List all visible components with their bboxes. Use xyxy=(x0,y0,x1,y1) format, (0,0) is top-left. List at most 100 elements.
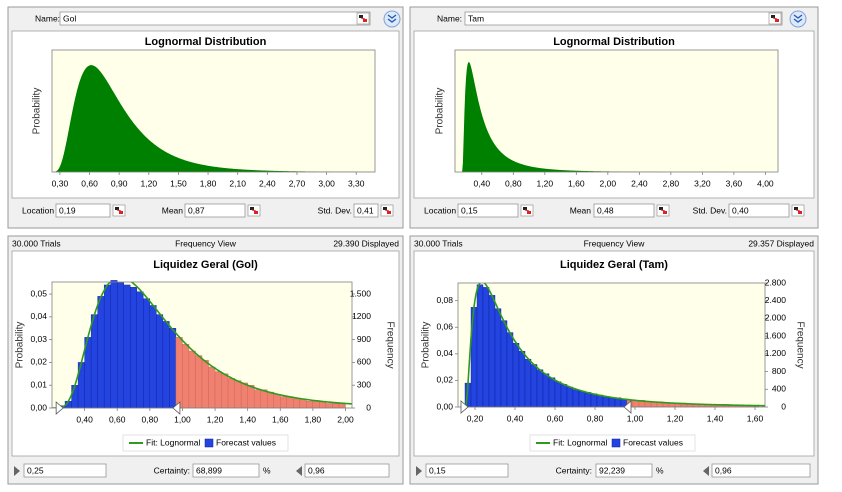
link-icon-part xyxy=(524,209,530,212)
histogram-bar xyxy=(201,359,209,409)
link-icon-part xyxy=(775,19,779,22)
lower-grabber[interactable] xyxy=(55,401,64,415)
slider-arrow[interactable] xyxy=(416,466,422,476)
param-label: Location xyxy=(22,205,54,215)
y-tick-label: 0,04 xyxy=(436,348,453,358)
link-icon-part xyxy=(116,209,122,212)
param-input-box[interactable] xyxy=(184,203,246,218)
histogram-bar xyxy=(162,321,170,409)
histogram-bar xyxy=(253,389,261,409)
name-label: Name: xyxy=(437,13,462,23)
y-axis-label: Probability xyxy=(435,88,446,135)
chart-title: Lognormal Distribution xyxy=(145,36,267,48)
param-input: 0,41 xyxy=(357,205,374,215)
x-tick-label: 1,60 xyxy=(568,178,585,188)
x-tick-label: 1,20 xyxy=(141,178,158,188)
density-area xyxy=(462,62,778,172)
lower-grabber[interactable] xyxy=(460,400,469,414)
param-input-box[interactable] xyxy=(728,203,790,218)
link-icon-part xyxy=(359,15,363,18)
param-input: 0,87 xyxy=(188,205,205,215)
histogram-bar xyxy=(554,381,562,408)
y2-tick-label: 2.800 xyxy=(765,277,787,287)
density-area xyxy=(52,65,375,172)
slider-arrow[interactable] xyxy=(296,466,302,476)
view-name: Frequency View xyxy=(175,238,237,248)
displayed: 29.390 Displayed xyxy=(333,238,399,248)
view-name: Frequency View xyxy=(584,238,646,248)
histogram-bar xyxy=(90,314,98,409)
histogram-bar xyxy=(286,396,294,409)
name-input-box[interactable] xyxy=(464,11,783,26)
x-tick-label: 3,00 xyxy=(318,178,335,188)
y2-tick-label: 0 xyxy=(366,402,371,412)
x-tick-label: 0,60 xyxy=(81,178,98,188)
histogram-bar xyxy=(524,358,532,408)
upper-input: 0,96 xyxy=(308,465,325,475)
link-icon-part xyxy=(798,211,802,214)
x-tick-label: 1,20 xyxy=(667,413,684,423)
certainty-input-box[interactable] xyxy=(192,463,260,478)
legend-label: Forecast values xyxy=(623,437,683,447)
histogram-bar xyxy=(149,305,157,409)
param-input-box[interactable] xyxy=(593,203,655,218)
y-tick-label: 0,06 xyxy=(436,322,453,332)
histogram-bar xyxy=(306,400,314,409)
y-tick-label: 0,02 xyxy=(30,357,47,367)
legend-label: Fit: Lognormal xyxy=(553,437,607,447)
y-tick-label: 0,03 xyxy=(30,334,47,344)
lower-input-box[interactable] xyxy=(23,463,107,478)
upper-grabber[interactable] xyxy=(172,401,181,415)
x-tick-label: 0,40 xyxy=(76,414,93,424)
chart-title: Liquidez Geral (Tam) xyxy=(560,259,668,271)
link-icon-part xyxy=(523,207,527,210)
x-tick-label: 1,80 xyxy=(200,178,217,188)
plot-frame xyxy=(457,282,766,408)
expand-chevron xyxy=(793,14,803,23)
upper-grabber[interactable] xyxy=(623,400,632,414)
x-tick-label: 2,80 xyxy=(663,178,680,188)
expand-button[interactable] xyxy=(383,10,401,28)
histogram-bar xyxy=(123,284,131,409)
slider-arrow[interactable] xyxy=(703,466,709,476)
upper-input-box[interactable] xyxy=(711,463,811,478)
y2-axis-label: Frequency xyxy=(384,321,395,368)
slider-arrow[interactable] xyxy=(14,466,20,476)
link-icon-part xyxy=(663,211,667,214)
name-input-box[interactable] xyxy=(59,11,371,26)
expand-button[interactable] xyxy=(789,10,807,28)
upper-input-box[interactable] xyxy=(304,463,390,478)
histogram-bar xyxy=(240,382,248,409)
link-icon-part xyxy=(383,207,387,210)
link-icon-part xyxy=(527,211,531,214)
histogram-bar xyxy=(578,390,586,408)
histogram-bar xyxy=(169,328,177,409)
y-tick-label: 0,00 xyxy=(30,402,47,412)
lower-input-box[interactable] xyxy=(425,463,509,478)
param-input: 0,15 xyxy=(461,205,478,215)
fit-line xyxy=(464,283,765,407)
histogram-bar xyxy=(293,398,301,409)
histogram-bar xyxy=(103,284,111,409)
histogram-bar xyxy=(488,295,496,408)
certainty-input: 68,899 xyxy=(196,465,222,475)
param-input-box[interactable] xyxy=(457,203,519,218)
param-input-box[interactable] xyxy=(55,203,111,218)
legend-label: Forecast values xyxy=(216,437,276,447)
y2-tick-label: 800 xyxy=(772,366,786,376)
x-tick-label: 1,40 xyxy=(239,414,256,424)
certainty-input-box[interactable] xyxy=(595,463,653,478)
expand-chevron xyxy=(387,14,397,23)
y-tick-label: 0,05 xyxy=(30,288,47,298)
legend-swatch xyxy=(204,438,214,448)
name-input: Tam xyxy=(468,13,484,23)
histogram-bar xyxy=(208,366,216,409)
y-tick-label: 0,00 xyxy=(436,401,453,411)
param-input-box[interactable] xyxy=(353,203,379,218)
x-tick-label: 1,50 xyxy=(170,178,187,188)
link-icon-part xyxy=(115,207,119,210)
histogram-bar xyxy=(566,386,574,408)
x-tick-label: 0,60 xyxy=(109,414,126,424)
histogram-bar xyxy=(312,400,320,409)
y-tick-label: 0,04 xyxy=(30,311,47,321)
